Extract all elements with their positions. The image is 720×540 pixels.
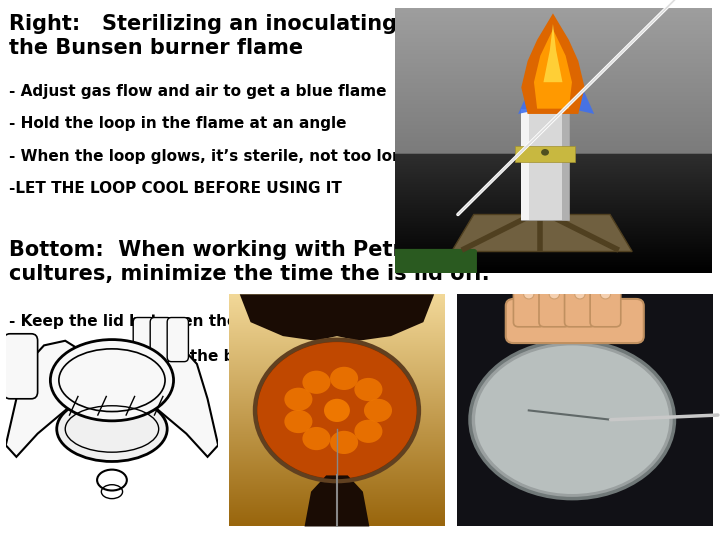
Ellipse shape xyxy=(354,378,382,401)
Ellipse shape xyxy=(549,289,559,299)
Ellipse shape xyxy=(57,396,167,462)
Ellipse shape xyxy=(470,341,675,498)
Bar xyxy=(515,146,575,161)
Text: - Don’t lay the lid on the bench, hold it.: - Don’t lay the lid on the bench, hold i… xyxy=(9,349,346,364)
Ellipse shape xyxy=(302,427,330,450)
FancyBboxPatch shape xyxy=(564,289,595,327)
Ellipse shape xyxy=(364,399,392,422)
Ellipse shape xyxy=(354,420,382,443)
Polygon shape xyxy=(521,14,585,114)
Text: - Keep the lid between the agar and you.: - Keep the lid between the agar and you. xyxy=(9,314,361,329)
Ellipse shape xyxy=(284,410,312,433)
FancyBboxPatch shape xyxy=(539,289,570,327)
FancyBboxPatch shape xyxy=(167,318,189,362)
Bar xyxy=(521,109,529,220)
Text: -LET THE LOOP COOL BEFORE USING IT: -LET THE LOOP COOL BEFORE USING IT xyxy=(9,181,341,196)
Ellipse shape xyxy=(284,388,312,411)
Ellipse shape xyxy=(330,367,358,390)
FancyBboxPatch shape xyxy=(392,249,477,275)
FancyBboxPatch shape xyxy=(150,318,171,362)
Ellipse shape xyxy=(475,346,670,494)
Ellipse shape xyxy=(324,399,350,422)
FancyBboxPatch shape xyxy=(590,289,621,327)
Text: - Hold the loop in the flame at an angle: - Hold the loop in the flame at an angle xyxy=(9,116,346,131)
Ellipse shape xyxy=(330,431,358,454)
Ellipse shape xyxy=(575,289,585,299)
FancyBboxPatch shape xyxy=(513,289,544,327)
Polygon shape xyxy=(240,294,434,341)
Text: Right:   Sterilizing an inoculating loop in
the Bunsen burner flame: Right: Sterilizing an inoculating loop i… xyxy=(9,14,484,57)
Ellipse shape xyxy=(541,149,549,156)
Bar xyxy=(521,109,569,220)
FancyBboxPatch shape xyxy=(505,299,644,343)
Polygon shape xyxy=(518,82,594,114)
Polygon shape xyxy=(138,341,218,457)
Polygon shape xyxy=(451,214,632,252)
Bar xyxy=(562,109,569,220)
Polygon shape xyxy=(305,475,369,526)
Ellipse shape xyxy=(256,341,418,480)
Text: Bottom:  When working with Petri dish
cultures, minimize the time the is lid off: Bottom: When working with Petri dish cul… xyxy=(9,240,490,284)
Ellipse shape xyxy=(302,370,330,394)
Ellipse shape xyxy=(600,289,611,299)
Polygon shape xyxy=(534,29,572,109)
Ellipse shape xyxy=(523,289,534,299)
FancyBboxPatch shape xyxy=(133,318,154,362)
Polygon shape xyxy=(544,24,562,82)
FancyBboxPatch shape xyxy=(4,334,37,399)
Ellipse shape xyxy=(50,340,174,421)
Polygon shape xyxy=(6,341,86,457)
Text: - When the loop glows, it’s sterile, not too long: - When the loop glows, it’s sterile, not… xyxy=(9,148,413,164)
Text: - Adjust gas flow and air to get a blue flame: - Adjust gas flow and air to get a blue … xyxy=(9,84,386,99)
